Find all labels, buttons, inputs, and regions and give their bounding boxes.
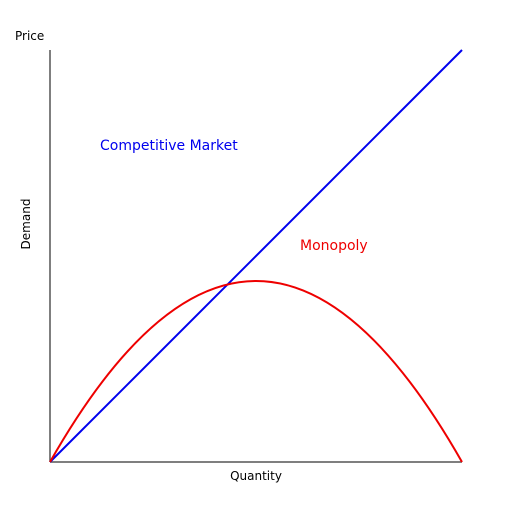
quantity-axis-label: Quantity <box>230 469 282 483</box>
monopoly-curve <box>49 280 463 463</box>
price-label: Price <box>15 29 44 43</box>
competitive-market-label: Competitive Market <box>100 138 238 154</box>
competitive-market-line <box>49 49 463 463</box>
demand-axis-label: Demand <box>19 199 33 250</box>
monopoly-label: Monopoly <box>300 238 368 254</box>
